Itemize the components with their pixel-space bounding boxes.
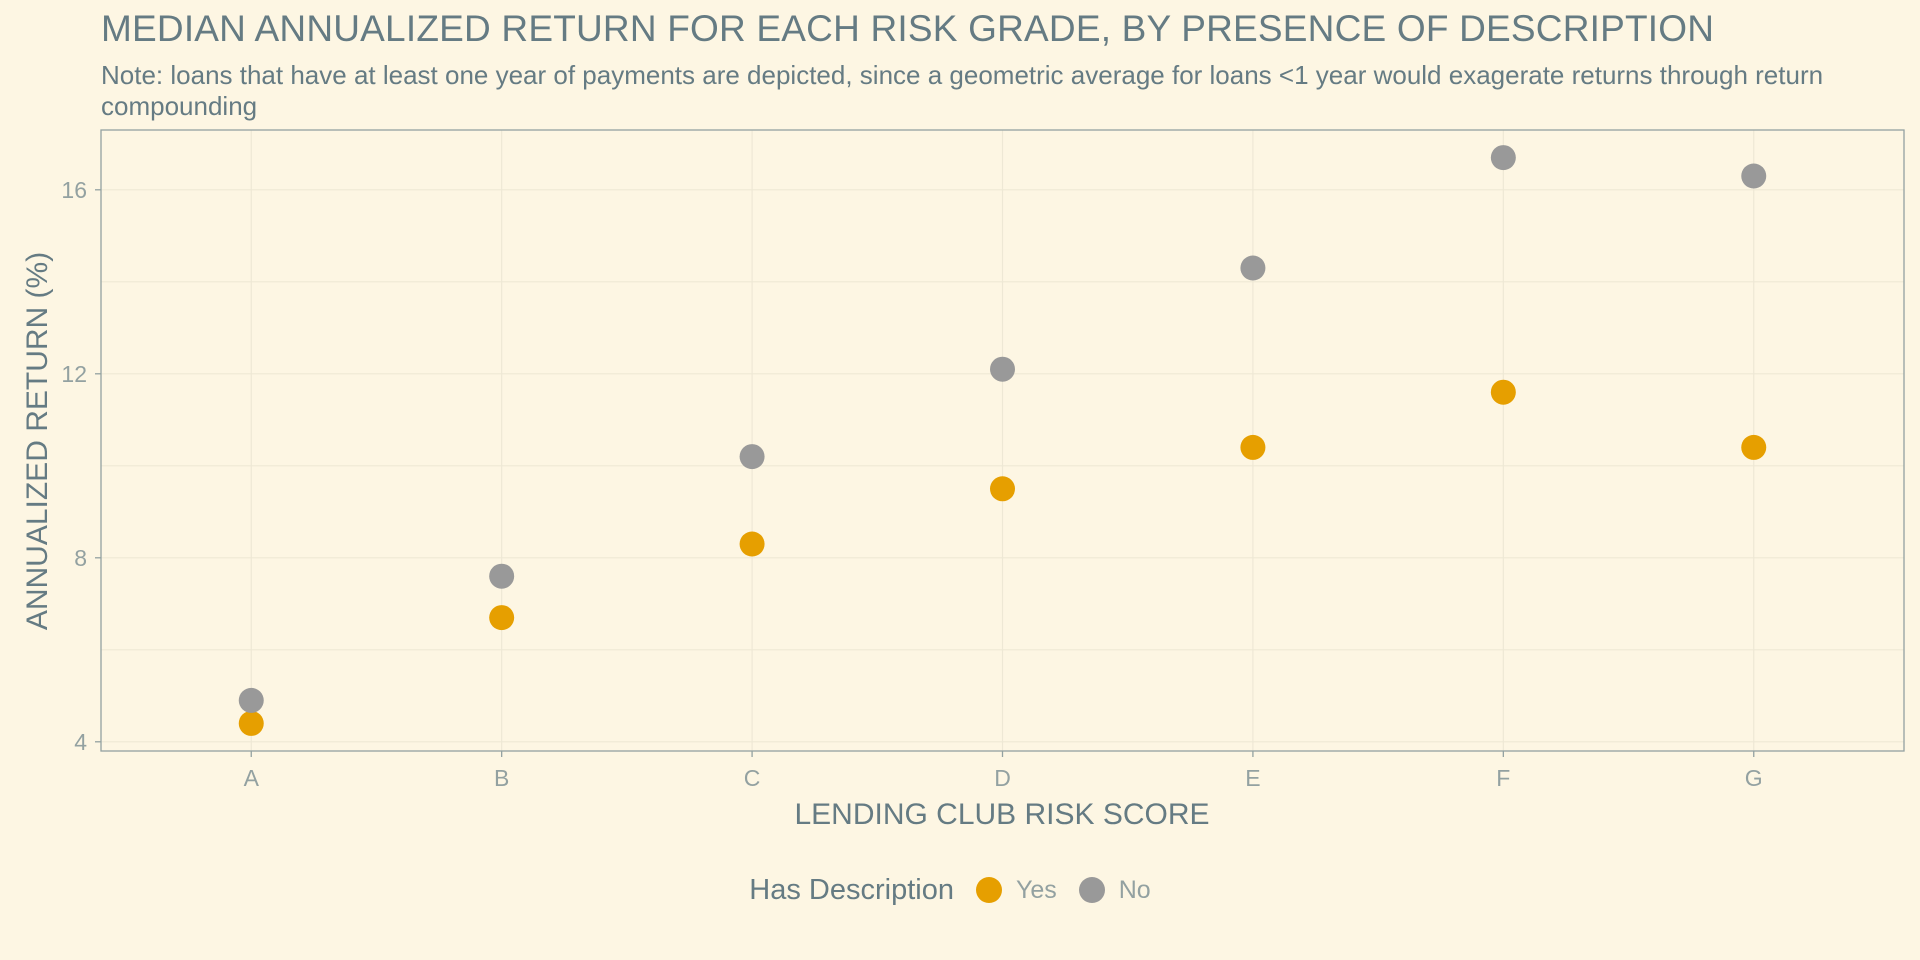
- chart-subtitle: Note: loans that have at least one year …: [101, 60, 1824, 121]
- grid-lines: [101, 130, 1904, 751]
- y-tick-label: 4: [74, 729, 87, 755]
- legend-dot-no: [1078, 877, 1105, 903]
- legend-label-no: No: [1118, 875, 1151, 904]
- data-point-no-g: [1741, 163, 1767, 189]
- x-axis-title: LENDING CLUB RISK SCORE: [794, 798, 1209, 831]
- data-point-no-b: [489, 563, 515, 589]
- x-tick-label: D: [994, 765, 1011, 791]
- x-tick-label: A: [244, 765, 260, 791]
- x-tick-label: F: [1496, 765, 1510, 791]
- data-point-yes-g: [1741, 434, 1767, 460]
- data-point-no-c: [739, 444, 765, 470]
- legend-dot-yes: [975, 877, 1002, 903]
- data-point-yes-e: [1240, 434, 1266, 460]
- x-tick-label: C: [744, 765, 761, 791]
- data-point-yes-b: [489, 605, 515, 631]
- x-tick-label: B: [494, 765, 509, 791]
- data-points: [238, 145, 1767, 736]
- y-tick-label: 12: [61, 361, 87, 387]
- legend-label-yes: Yes: [1015, 875, 1057, 904]
- y-axis-ticks: 4 8 12 16: [61, 177, 101, 755]
- x-axis-ticks: A B C D E F G: [244, 751, 1763, 791]
- chart-title: MEDIAN ANNUALIZED RETURN FOR EACH RISK G…: [101, 8, 1715, 49]
- y-axis-title: ANNUALIZED RETURN (%): [21, 252, 54, 630]
- data-point-yes-d: [990, 476, 1015, 502]
- data-point-yes-c: [739, 531, 765, 557]
- data-point-no-d: [990, 356, 1015, 382]
- data-point-no-f: [1490, 145, 1516, 171]
- legend-title: Has Description: [749, 873, 954, 906]
- x-tick-label: E: [1245, 765, 1260, 791]
- data-point-no-a: [238, 687, 264, 713]
- data-point-yes-a: [238, 710, 264, 736]
- legend: Has Description Yes No: [1, 868, 1920, 912]
- data-point-no-e: [1240, 255, 1266, 281]
- legend-item-no: No: [1078, 875, 1151, 905]
- y-tick-label: 8: [74, 545, 87, 571]
- legend-item-yes: Yes: [975, 875, 1057, 905]
- data-point-yes-f: [1490, 379, 1516, 405]
- y-tick-label: 16: [61, 177, 87, 203]
- x-tick-label: G: [1745, 765, 1763, 791]
